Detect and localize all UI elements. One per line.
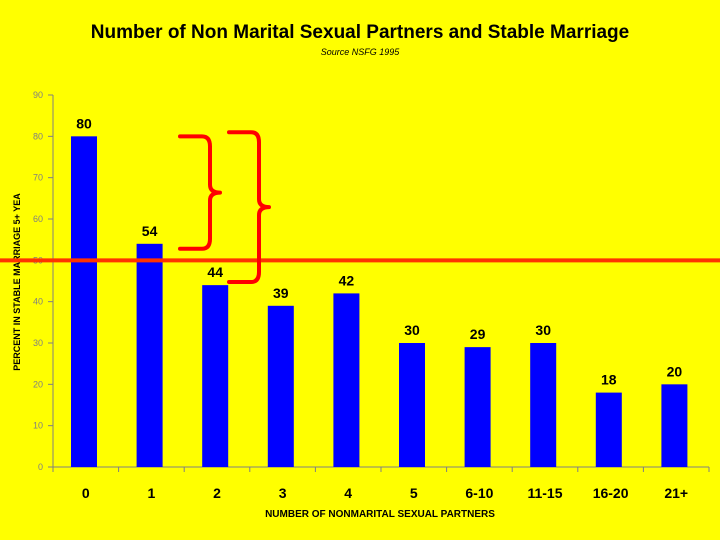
x-tick-label: 0 <box>82 485 90 501</box>
y-tick-label: 0 <box>38 462 43 472</box>
data-label: 18 <box>601 372 617 388</box>
y-tick-label: 80 <box>33 131 43 141</box>
y-tick-label: 30 <box>33 338 43 348</box>
chart-title: Number of Non Marital Sexual Partners an… <box>90 22 630 43</box>
bar-11-15 <box>530 343 557 467</box>
bar-21+ <box>661 384 688 467</box>
data-label: 30 <box>535 322 551 338</box>
bar-3 <box>267 305 294 467</box>
x-tick-label: 1 <box>148 485 156 501</box>
brace-0-to-1 <box>178 134 222 251</box>
data-label: 80 <box>76 115 92 131</box>
x-tick-label: 11-15 <box>527 485 562 501</box>
bar-6-10 <box>464 347 491 467</box>
brace-0-to-2 <box>227 130 271 284</box>
data-label: 42 <box>339 272 355 288</box>
bar-5 <box>399 343 425 467</box>
y-tick-label: 70 <box>33 173 43 183</box>
data-label: 20 <box>667 363 683 379</box>
data-label: 30 <box>404 322 420 338</box>
x-tick-label: 3 <box>279 485 287 501</box>
x-tick-label: 6-10 <box>465 485 493 501</box>
y-tick-label: 60 <box>33 214 43 224</box>
bar-0 <box>71 136 97 468</box>
y-tick-label: 20 <box>33 379 43 389</box>
x-tick-label: 5 <box>410 485 418 501</box>
x-tick-label: 21+ <box>664 485 688 501</box>
bar-1 <box>136 243 163 467</box>
data-label: 39 <box>273 285 289 301</box>
chart-subtitle: Source NSFG 1995 <box>320 47 400 57</box>
bar-16-20 <box>595 392 622 467</box>
data-label: 44 <box>207 264 223 280</box>
bar-2 <box>202 285 229 467</box>
x-tick-label: 2 <box>213 485 221 501</box>
x-axis-label: NUMBER OF NONMARITAL SEXUAL PARTNERS <box>265 509 495 520</box>
y-tick-label: 40 <box>33 297 43 307</box>
x-tick-label: 16-20 <box>593 485 629 501</box>
bar-4 <box>333 293 360 467</box>
x-tick-label: 4 <box>344 485 352 501</box>
y-tick-label: 90 <box>33 90 43 100</box>
data-label: 54 <box>142 223 158 239</box>
data-label: 29 <box>470 326 486 342</box>
y-tick-label: 10 <box>33 421 43 431</box>
